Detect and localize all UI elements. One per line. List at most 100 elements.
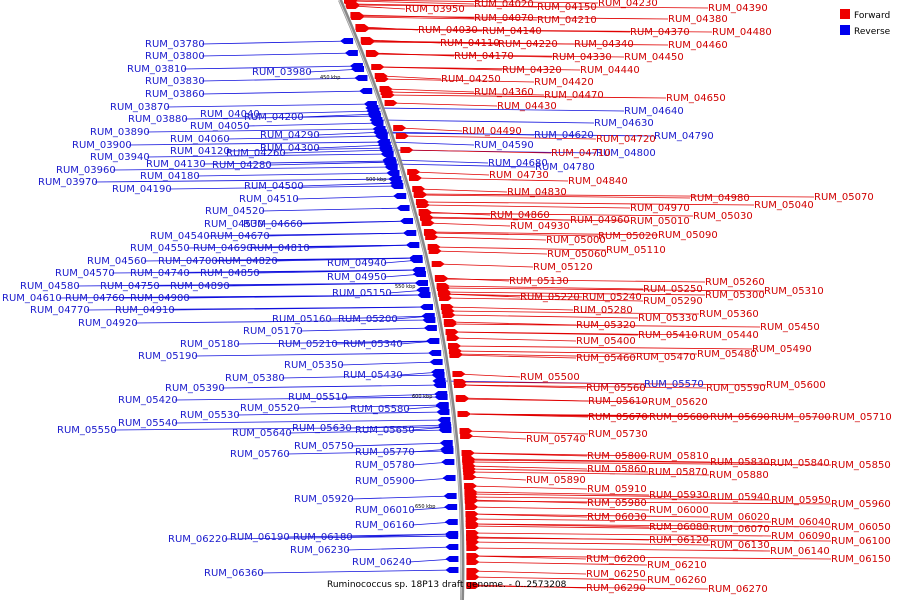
gene-label-rum-03900[interactable]: RUM_03900: [72, 140, 132, 151]
gene-label-rum-05830[interactable]: RUM_05830: [710, 457, 770, 468]
gene-label-rum-05680[interactable]: RUM_05680: [649, 412, 709, 423]
gene-label-rum-06040[interactable]: RUM_06040: [771, 517, 831, 528]
gene-label-rum-05280[interactable]: RUM_05280: [573, 305, 633, 316]
gene-label-rum-05470[interactable]: RUM_05470: [636, 352, 696, 363]
gene-label-rum-04150[interactable]: RUM_04150: [537, 2, 597, 13]
gene-label-rum-06160[interactable]: RUM_06160: [355, 520, 415, 531]
gene-label-rum-04930[interactable]: RUM_04930: [510, 221, 570, 232]
gene-label-rum-05770[interactable]: RUM_05770: [355, 447, 415, 458]
gene-label-rum-06240[interactable]: RUM_06240: [352, 557, 412, 568]
gene-label-rum-05550[interactable]: RUM_05550: [57, 425, 117, 436]
gene-label-rum-04910[interactable]: RUM_04910: [115, 305, 175, 316]
gene-label-rum-06150[interactable]: RUM_06150: [831, 554, 891, 565]
gene-label-rum-05510[interactable]: RUM_05510: [288, 392, 348, 403]
gene-label-rum-04950[interactable]: RUM_04950: [327, 272, 387, 283]
gene-label-rum-06070[interactable]: RUM_06070: [710, 524, 770, 535]
gene-label-rum-05440[interactable]: RUM_05440: [699, 330, 759, 341]
gene-label-rum-05490[interactable]: RUM_05490: [752, 344, 812, 355]
gene-label-rum-05290[interactable]: RUM_05290: [643, 296, 703, 307]
gene-label-rum-03950[interactable]: RUM_03950: [405, 4, 465, 15]
gene-label-rum-04290[interactable]: RUM_04290: [260, 130, 320, 141]
gene-label-rum-04790[interactable]: RUM_04790: [654, 131, 714, 142]
gene-label-rum-04050[interactable]: RUM_04050: [190, 121, 250, 132]
gene-label-rum-04710[interactable]: RUM_04710: [551, 148, 611, 159]
gene-label-rum-05700[interactable]: RUM_05700: [771, 412, 831, 423]
gene-label-rum-04640[interactable]: RUM_04640: [624, 106, 684, 117]
gene-label-rum-06120[interactable]: RUM_06120: [649, 535, 709, 546]
gene-label-rum-03890[interactable]: RUM_03890: [90, 127, 150, 138]
gene-label-rum-04190[interactable]: RUM_04190: [112, 184, 172, 195]
gene-label-rum-04450[interactable]: RUM_04450: [624, 52, 684, 63]
gene-label-rum-05560[interactable]: RUM_05560: [586, 383, 646, 394]
gene-label-rum-05910[interactable]: RUM_05910: [587, 484, 647, 495]
gene-label-rum-03960[interactable]: RUM_03960: [56, 165, 116, 176]
gene-label-rum-05250[interactable]: RUM_05250: [643, 284, 703, 295]
gene-label-rum-05740[interactable]: RUM_05740: [526, 434, 586, 445]
gene-label-rum-04590[interactable]: RUM_04590: [474, 140, 534, 151]
gene-label-rum-04490[interactable]: RUM_04490: [462, 126, 522, 137]
gene-label-rum-05600[interactable]: RUM_05600: [766, 380, 826, 391]
gene-label-rum-03970[interactable]: RUM_03970: [38, 177, 98, 188]
gene-label-rum-04300[interactable]: RUM_04300: [260, 143, 320, 154]
gene-label-rum-06000[interactable]: RUM_06000: [649, 505, 709, 516]
gene-label-rum-04500[interactable]: RUM_04500: [244, 181, 304, 192]
gene-label-rum-06020[interactable]: RUM_06020: [710, 512, 770, 523]
gene-label-rum-05620[interactable]: RUM_05620: [648, 397, 708, 408]
gene-label-rum-05400[interactable]: RUM_05400: [576, 336, 636, 347]
gene-label-rum-05380[interactable]: RUM_05380: [225, 373, 285, 384]
gene-label-rum-04480[interactable]: RUM_04480: [712, 27, 772, 38]
gene-label-rum-04460[interactable]: RUM_04460: [668, 40, 728, 51]
gene-label-rum-04250[interactable]: RUM_04250: [441, 74, 501, 85]
gene-label-rum-03870[interactable]: RUM_03870: [110, 102, 170, 113]
gene-label-rum-05980[interactable]: RUM_05980: [587, 498, 647, 509]
gene-label-rum-04540[interactable]: RUM_04540: [150, 231, 210, 242]
gene-label-rum-05060[interactable]: RUM_05060: [547, 249, 607, 260]
gene-label-rum-05010[interactable]: RUM_05010: [630, 216, 690, 227]
gene-label-rum-05610[interactable]: RUM_05610: [588, 396, 648, 407]
gene-label-rum-05930[interactable]: RUM_05930: [649, 490, 709, 501]
gene-label-rum-04580[interactable]: RUM_04580: [20, 281, 80, 292]
gene-label-rum-05120[interactable]: RUM_05120: [533, 262, 593, 273]
gene-label-rum-05860[interactable]: RUM_05860: [587, 464, 647, 475]
gene-label-rum-05530[interactable]: RUM_05530: [180, 410, 240, 421]
gene-label-rum-05960[interactable]: RUM_05960: [831, 499, 891, 510]
gene-label-rum-03880[interactable]: RUM_03880: [128, 114, 188, 125]
gene-label-rum-04210[interactable]: RUM_04210: [537, 15, 597, 26]
gene-label-rum-04020[interactable]: RUM_04020: [474, 0, 534, 10]
gene-label-rum-05650[interactable]: RUM_05650: [355, 425, 415, 436]
gene-label-rum-06130[interactable]: RUM_06130: [710, 540, 770, 551]
gene-label-rum-04690[interactable]: RUM_04690: [193, 243, 253, 254]
gene-label-rum-05330[interactable]: RUM_05330: [638, 313, 698, 324]
gene-label-rum-05410[interactable]: RUM_05410: [638, 330, 698, 341]
gene-label-rum-04740[interactable]: RUM_04740: [130, 268, 190, 279]
gene-label-rum-06290[interactable]: RUM_06290: [586, 583, 646, 594]
gene-label-rum-05690[interactable]: RUM_05690: [710, 412, 770, 423]
gene-label-rum-05890[interactable]: RUM_05890: [526, 475, 586, 486]
gene-label-rum-05900[interactable]: RUM_05900: [355, 476, 415, 487]
gene-label-rum-05810[interactable]: RUM_05810: [649, 451, 709, 462]
gene-label-rum-03800[interactable]: RUM_03800: [145, 51, 205, 62]
gene-label-rum-03810[interactable]: RUM_03810: [127, 64, 187, 75]
gene-label-rum-06260[interactable]: RUM_06260: [647, 575, 707, 586]
gene-label-rum-05920[interactable]: RUM_05920: [294, 494, 354, 505]
gene-label-rum-04760[interactable]: RUM_04760: [65, 293, 125, 304]
gene-label-rum-04620[interactable]: RUM_04620: [534, 130, 594, 141]
gene-label-rum-05420[interactable]: RUM_05420: [118, 395, 178, 406]
gene-label-rum-04860[interactable]: RUM_04860: [490, 210, 550, 221]
gene-label-rum-04140[interactable]: RUM_04140: [482, 26, 542, 37]
gene-label-rum-04430[interactable]: RUM_04430: [497, 101, 557, 112]
gene-label-rum-06210[interactable]: RUM_06210: [647, 560, 707, 571]
gene-label-rum-05030[interactable]: RUM_05030: [693, 211, 753, 222]
gene-label-rum-04180[interactable]: RUM_04180: [140, 171, 200, 182]
gene-label-rum-03980[interactable]: RUM_03980: [252, 67, 312, 78]
gene-label-rum-04470[interactable]: RUM_04470: [544, 90, 604, 101]
gene-label-rum-05360[interactable]: RUM_05360: [699, 309, 759, 320]
gene-label-rum-05200[interactable]: RUM_05200: [338, 314, 398, 325]
gene-label-rum-05800[interactable]: RUM_05800: [587, 451, 647, 462]
gene-label-rum-05880[interactable]: RUM_05880: [709, 470, 769, 481]
gene-label-rum-05760[interactable]: RUM_05760: [230, 449, 290, 460]
gene-label-rum-05110[interactable]: RUM_05110: [606, 245, 666, 256]
gene-label-rum-04560[interactable]: RUM_04560: [87, 256, 147, 267]
gene-label-rum-05300[interactable]: RUM_05300: [705, 290, 765, 301]
gene-label-rum-06140[interactable]: RUM_06140: [770, 546, 830, 557]
